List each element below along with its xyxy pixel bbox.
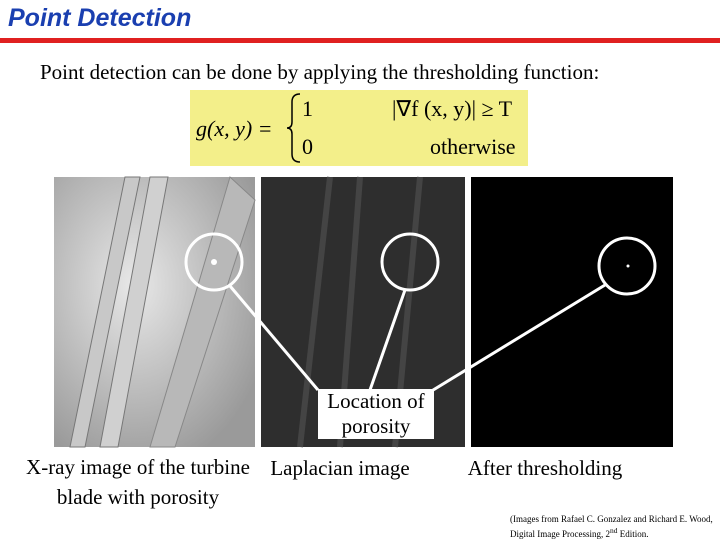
citation-sup: nd	[609, 526, 618, 535]
caption-threshold: After thresholding	[467, 456, 623, 480]
case1-condition: |∇f (x, y)| ≥ T	[392, 96, 513, 121]
citation-text: (Images from Rafael C. Gonzalez and Rich…	[510, 514, 713, 539]
title-rule	[0, 38, 720, 43]
annotation: Location of porosity	[318, 389, 434, 439]
caption-laplacian: Laplacian image	[270, 456, 410, 480]
case2-value: 0	[302, 134, 313, 159]
formula-lhs: g(x, y) =	[196, 116, 273, 141]
citation: (Images from Rafael C. Gonzalez and Rich…	[510, 513, 720, 540]
formula: g(x, y) = 1 |∇f (x, y)| ≥ T 0 otherwise	[190, 90, 528, 166]
callouts	[184, 232, 657, 397]
slide-title: Point Detection	[8, 4, 192, 32]
brace	[286, 93, 301, 163]
case2-condition: otherwise	[430, 134, 516, 159]
case1-value: 1	[302, 96, 313, 121]
caption-xray: X-ray image of the turbine blade with po…	[26, 455, 250, 509]
threshold-image	[471, 177, 673, 447]
citation-tail: Edition.	[617, 529, 649, 539]
intro-text: Point detection can be done by applying …	[40, 60, 600, 84]
